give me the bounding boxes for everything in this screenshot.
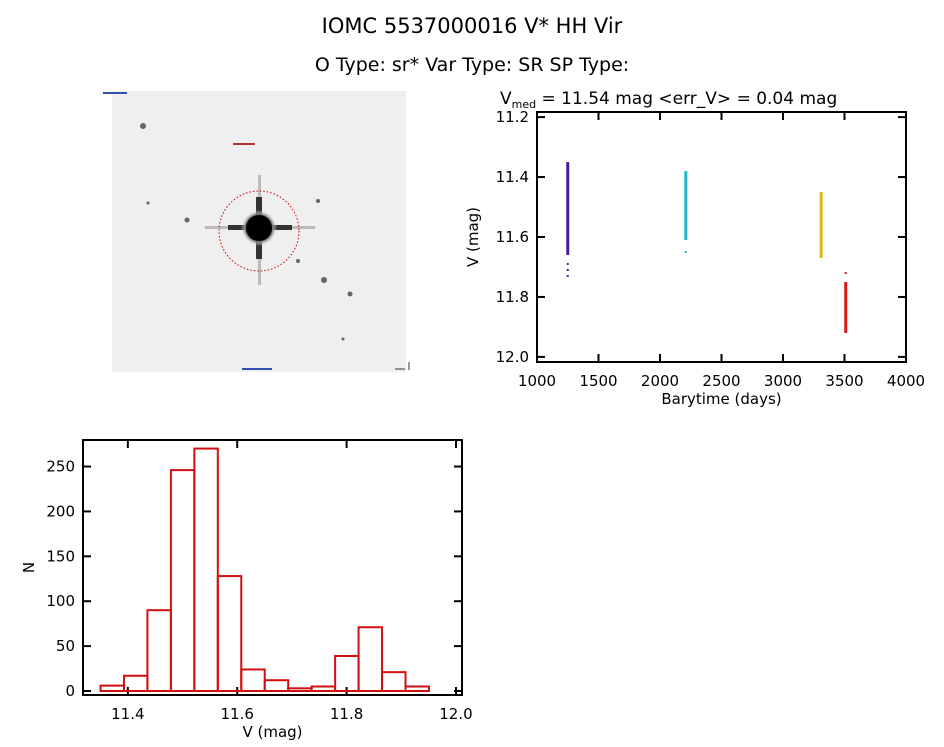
x-axis-label: Barytime (days) bbox=[661, 390, 781, 408]
data-point bbox=[566, 274, 569, 277]
histogram-bar bbox=[381, 671, 407, 692]
data-point bbox=[684, 250, 687, 253]
x-tick-label: 3000 bbox=[764, 372, 802, 390]
y-tick-label: 250 bbox=[46, 458, 75, 476]
y-tick-label: 11.2 bbox=[496, 108, 529, 126]
histogram-bar bbox=[310, 685, 337, 692]
histogram-bar bbox=[169, 469, 196, 692]
x-tick-label: 2500 bbox=[702, 372, 740, 390]
x-tick-label: 3500 bbox=[825, 372, 863, 390]
data-point bbox=[566, 262, 569, 265]
x-tick-label: 11.8 bbox=[330, 705, 363, 723]
histogram-bar bbox=[287, 687, 313, 692]
target-label-mark bbox=[233, 143, 255, 145]
orientation-arrows bbox=[395, 362, 410, 370]
histogram-plot: 11.4 11.6 11.8 12.0 0 50 100 150 200 250 V (mag) N bbox=[20, 439, 473, 741]
histogram-bar bbox=[216, 575, 243, 693]
histogram-bar bbox=[146, 609, 172, 692]
target-circle bbox=[218, 190, 300, 272]
data-point bbox=[844, 271, 847, 274]
y-tick-label: 100 bbox=[46, 592, 75, 610]
data-point-cluster bbox=[566, 162, 570, 255]
x-tick-label: 11.6 bbox=[221, 705, 254, 723]
histogram-bar bbox=[334, 654, 360, 693]
data-point-cluster bbox=[684, 171, 688, 240]
histogram-bar bbox=[193, 447, 219, 693]
data-point bbox=[566, 268, 569, 271]
chart-subtitle: O Type: sr* Var Type: SR SP Type: bbox=[314, 54, 630, 76]
plot-title: Vmed = 11.54 mag <err_V> = 0.04 mag bbox=[500, 89, 837, 111]
plot-frame bbox=[82, 439, 463, 696]
x-tick-label: 12.0 bbox=[439, 705, 472, 723]
y-tick-label: 11.4 bbox=[496, 168, 529, 186]
data-point-cluster bbox=[819, 192, 823, 258]
histogram-bar bbox=[240, 668, 266, 692]
x-tick-label: 2000 bbox=[641, 372, 679, 390]
light-curve-plot: 1000 1500 2000 2500 3000 3500 4000 11.2 11.4 11.6… bbox=[464, 89, 925, 408]
y-axis-label: V (mag) bbox=[464, 207, 482, 267]
y-tick-label: 50 bbox=[56, 637, 75, 655]
x-tick-label: 1000 bbox=[518, 372, 556, 390]
histogram-bar bbox=[263, 679, 290, 692]
chart-title: IOMC 5537000016 V* HH Vir bbox=[321, 14, 623, 38]
histogram-bar bbox=[357, 626, 384, 692]
x-tick-label: 11.4 bbox=[111, 705, 144, 723]
y-tick-label: 200 bbox=[46, 502, 75, 520]
y-tick-label: 12.0 bbox=[496, 348, 529, 366]
x-tick-label: 4000 bbox=[887, 372, 925, 390]
y-tick-label: 150 bbox=[46, 547, 75, 565]
x-axis-label: V (mag) bbox=[242, 723, 302, 741]
finder-image bbox=[103, 91, 410, 372]
histogram-bar bbox=[404, 685, 430, 692]
y-tick-label: 11.8 bbox=[496, 288, 529, 306]
histogram-bar bbox=[99, 684, 125, 692]
y-axis-label: N bbox=[20, 562, 38, 573]
field-stars bbox=[140, 123, 353, 341]
y-tick-label: 11.6 bbox=[496, 228, 529, 246]
y-tick-label: 0 bbox=[65, 682, 75, 700]
plot-frame bbox=[536, 111, 907, 363]
data-point-cluster bbox=[844, 281, 848, 333]
x-tick-label: 1500 bbox=[579, 372, 617, 390]
